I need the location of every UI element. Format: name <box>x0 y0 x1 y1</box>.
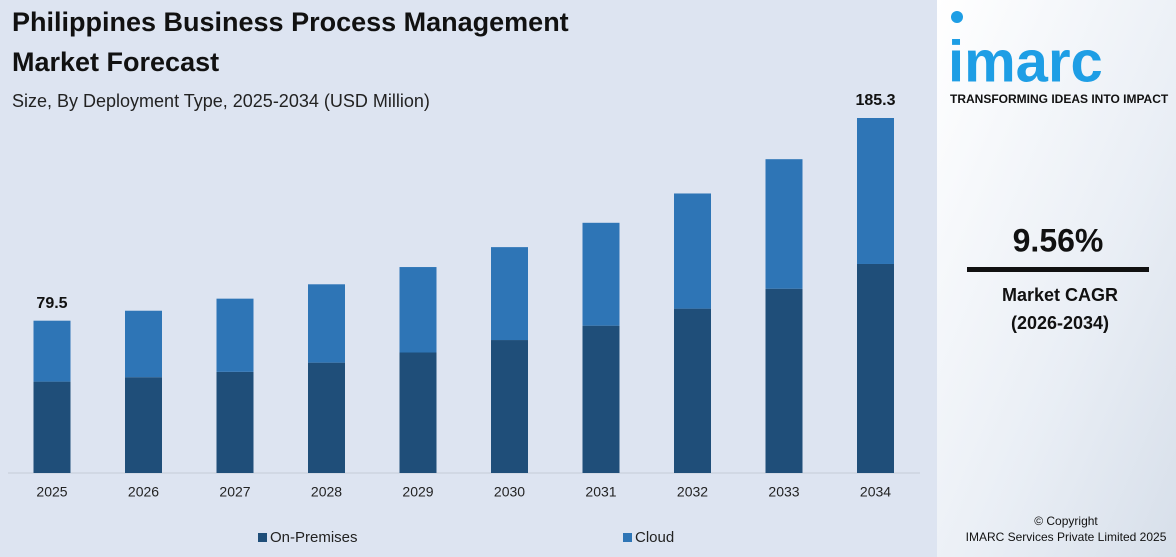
chart-subtitle: Size, By Deployment Type, 2025-2034 (USD… <box>12 91 430 111</box>
cagr-label: Market CAGR <box>1002 285 1118 305</box>
legend-label: On-Premises <box>270 529 358 546</box>
x-tick-label: 2034 <box>860 484 891 500</box>
title-line: Market Forecast <box>12 47 219 77</box>
tagline: TRANSFORMING IDEAS INTO IMPACT <box>950 92 1169 106</box>
bar-segment <box>857 118 894 264</box>
bar-segment <box>125 377 162 473</box>
x-tick-label: 2032 <box>677 484 708 500</box>
bar-segment <box>582 325 620 473</box>
bar-segment <box>491 247 528 341</box>
chart-title: Philippines Business Process Management M… <box>12 7 569 77</box>
bar-segment <box>765 288 803 473</box>
total-label: 79.5 <box>36 295 67 312</box>
bar-segment <box>582 222 620 326</box>
bar-segment <box>399 352 437 473</box>
bar-segment <box>399 267 437 353</box>
x-tick-label: 2025 <box>36 484 67 500</box>
x-tick-label: 2031 <box>585 484 616 500</box>
x-tick-label: 2030 <box>494 484 525 500</box>
logo: imarc <box>948 29 1103 94</box>
bar-segment <box>765 159 803 289</box>
bar-segment <box>308 362 345 473</box>
bar-segment <box>125 310 162 378</box>
cagr-rule <box>967 267 1149 272</box>
logo-dot <box>951 11 963 23</box>
x-tick-label: 2028 <box>311 484 342 500</box>
legend-swatch <box>258 533 267 542</box>
legend-swatch <box>623 533 632 542</box>
company: IMARC Services Private Limited 2025 <box>966 530 1167 544</box>
bar-segment <box>857 263 894 473</box>
bar-segment <box>308 284 345 363</box>
bar-segment <box>216 371 254 473</box>
x-tick-label: 2027 <box>219 484 250 500</box>
legend-label: Cloud <box>635 529 674 546</box>
x-tick-label: 2029 <box>402 484 433 500</box>
bar-segment <box>674 193 711 309</box>
x-tick-label: 2033 <box>768 484 799 500</box>
sidebar-background <box>937 0 1176 557</box>
bar-segment <box>33 381 71 473</box>
total-label: 185.3 <box>855 92 895 109</box>
title-line: Philippines Business Process Management <box>12 7 569 37</box>
bar-segment <box>33 320 71 382</box>
copyright: © Copyright <box>1034 514 1098 528</box>
bar-segment <box>674 308 711 473</box>
cagr-value: 9.56% <box>1013 222 1104 258</box>
bar-segment <box>216 298 254 372</box>
x-tick-label: 2026 <box>128 484 159 500</box>
cagr-period: (2026-2034) <box>1011 313 1109 333</box>
bar-segment <box>491 340 528 473</box>
